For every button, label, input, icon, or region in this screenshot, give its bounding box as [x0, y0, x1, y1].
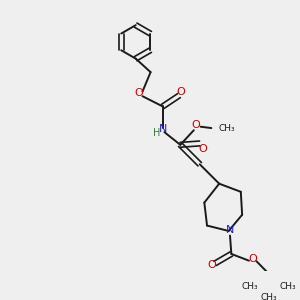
Text: O: O	[192, 120, 200, 130]
Text: N: N	[226, 225, 235, 235]
Text: CH₃: CH₃	[242, 282, 259, 291]
Text: O: O	[207, 260, 216, 270]
Text: O: O	[176, 87, 185, 97]
Text: O: O	[199, 144, 207, 154]
Text: O: O	[134, 88, 143, 98]
Text: N: N	[159, 124, 167, 134]
Text: CH₃: CH₃	[219, 124, 236, 133]
Text: O: O	[248, 254, 257, 264]
Text: CH₃: CH₃	[261, 293, 278, 300]
Text: H: H	[153, 128, 161, 138]
Text: CH₃: CH₃	[280, 282, 296, 291]
